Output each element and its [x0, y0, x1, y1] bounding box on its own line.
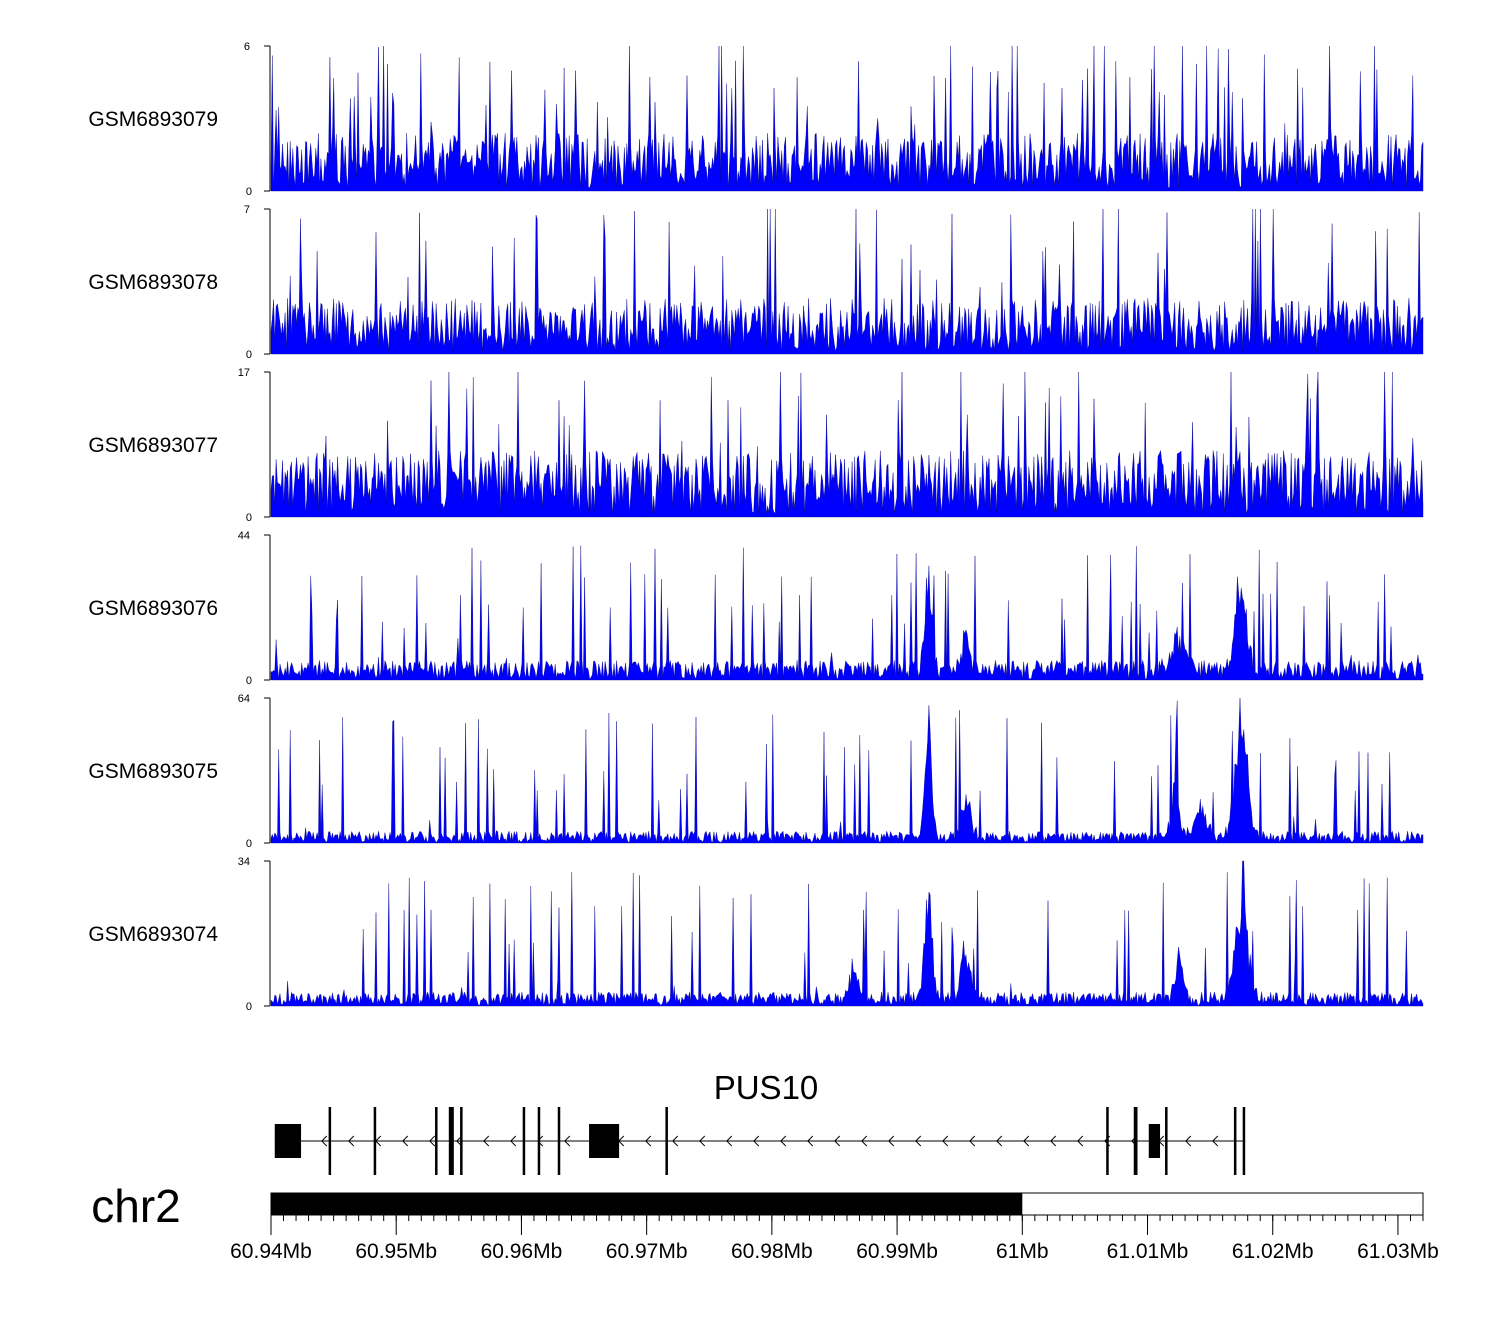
strand-arrow — [753, 1135, 760, 1147]
exon — [1233, 1107, 1237, 1175]
y-tick-label-max: 34 — [238, 856, 250, 868]
y-tick-label-max: 64 — [238, 693, 250, 705]
x-tick-label: 60.98Mb — [731, 1240, 813, 1263]
track-label: GSM6893076 — [88, 597, 218, 620]
y-tick-label-min: 0 — [246, 1001, 252, 1013]
strand-arrow — [1212, 1135, 1219, 1147]
strand-arrow — [888, 1135, 895, 1147]
coverage-area — [270, 371, 1424, 518]
y-tick-label-max: 17 — [238, 367, 250, 379]
coverage-area — [270, 208, 1424, 355]
y-tick-label-min: 0 — [246, 349, 252, 361]
exon — [448, 1107, 454, 1175]
x-tick-label: 60.95Mb — [355, 1240, 437, 1263]
strand-arrow — [645, 1135, 652, 1147]
track-GSM6893079: 6 0 GSM6893079 — [88, 41, 1424, 198]
track-GSM6893075: 64 0 GSM6893075 — [88, 693, 1424, 850]
strand-arrow — [915, 1135, 922, 1147]
strand-arrow — [1185, 1135, 1192, 1147]
track-label: GSM6893075 — [88, 760, 218, 783]
strand-arrow — [807, 1135, 814, 1147]
strand-arrow — [726, 1135, 733, 1147]
coverage-area — [270, 697, 1424, 844]
strand-arrow — [402, 1135, 409, 1147]
x-tick-label: 60.96Mb — [481, 1240, 563, 1263]
y-tick-label-min: 0 — [246, 186, 252, 198]
y-tick-label-min: 0 — [246, 675, 252, 687]
strand-arrow — [996, 1135, 1003, 1147]
x-tick-label: 60.94Mb — [230, 1240, 312, 1263]
y-tick-label-max: 6 — [244, 41, 250, 53]
x-tick-label: 60.97Mb — [606, 1240, 688, 1263]
exon — [1106, 1107, 1109, 1175]
x-tick-label: 61.01Mb — [1107, 1240, 1189, 1263]
strand-arrow — [564, 1135, 571, 1147]
track-label: GSM6893074 — [88, 923, 218, 946]
y-tick-label-min: 0 — [246, 838, 252, 850]
exon — [373, 1107, 377, 1175]
strand-arrow — [699, 1135, 706, 1147]
strand-arrow — [483, 1135, 490, 1147]
exon — [557, 1107, 561, 1175]
strand-arrow — [1050, 1135, 1057, 1147]
strand-arrow — [834, 1135, 841, 1147]
track-label: GSM6893077 — [88, 434, 218, 457]
exon — [328, 1107, 332, 1175]
chromosome-label: chr2 — [91, 1180, 180, 1232]
strand-arrow — [861, 1135, 868, 1147]
y-tick-label-max: 7 — [244, 204, 250, 216]
track-GSM6893078: 7 0 GSM6893078 — [88, 204, 1424, 361]
exon — [435, 1107, 438, 1175]
exon — [1148, 1124, 1161, 1158]
genomic-axis: chr2 60.94Mb 60.95Mb 60.96Mb 60.97Mb 60.98Mb… — [91, 1180, 1439, 1263]
y-tick-label-min: 0 — [246, 512, 252, 524]
x-tick-label: 60.99Mb — [856, 1240, 938, 1263]
exon — [665, 1107, 668, 1175]
coverage-area — [270, 545, 1424, 681]
track-GSM6893074: 34 0 GSM6893074 — [88, 856, 1424, 1013]
strand-arrow — [510, 1135, 517, 1147]
strand-arrow — [1023, 1135, 1030, 1147]
x-tick-label: 61Mb — [996, 1240, 1049, 1263]
x-tick-label: 61.03Mb — [1357, 1240, 1439, 1263]
track-label: GSM6893078 — [88, 271, 218, 294]
track-label: GSM6893079 — [88, 108, 218, 131]
strand-arrow — [969, 1135, 976, 1147]
strand-arrow — [348, 1135, 355, 1147]
exon — [1133, 1107, 1138, 1175]
strand-arrow — [942, 1135, 949, 1147]
strand-arrow — [321, 1135, 328, 1147]
exon — [522, 1107, 526, 1175]
exon — [460, 1107, 463, 1175]
strand-arrow — [429, 1135, 436, 1147]
exon — [1165, 1107, 1168, 1175]
track-GSM6893077: 17 0 GSM6893077 — [88, 367, 1424, 524]
coverage-tracks: 6 0 GSM6893079 7 0 GSM6893078 17 0 GSM6893077 44 0… — [88, 41, 1424, 1013]
gene-name-label: PUS10 — [714, 1069, 819, 1106]
exon — [1242, 1107, 1246, 1175]
coverage-area — [270, 860, 1424, 1007]
exon — [589, 1124, 620, 1158]
gene-model: PUS10 — [274, 1069, 1246, 1175]
y-tick-label-max: 44 — [238, 530, 250, 542]
exon — [537, 1107, 541, 1175]
strand-arrow — [1077, 1135, 1084, 1147]
coverage-area — [270, 45, 1424, 192]
x-tick-label: 61.02Mb — [1232, 1240, 1314, 1263]
strand-arrow — [672, 1135, 679, 1147]
exon — [274, 1124, 302, 1158]
ideogram-filled-segment — [271, 1193, 1023, 1215]
track-GSM6893076: 44 0 GSM6893076 — [88, 530, 1424, 687]
strand-arrow — [780, 1135, 787, 1147]
